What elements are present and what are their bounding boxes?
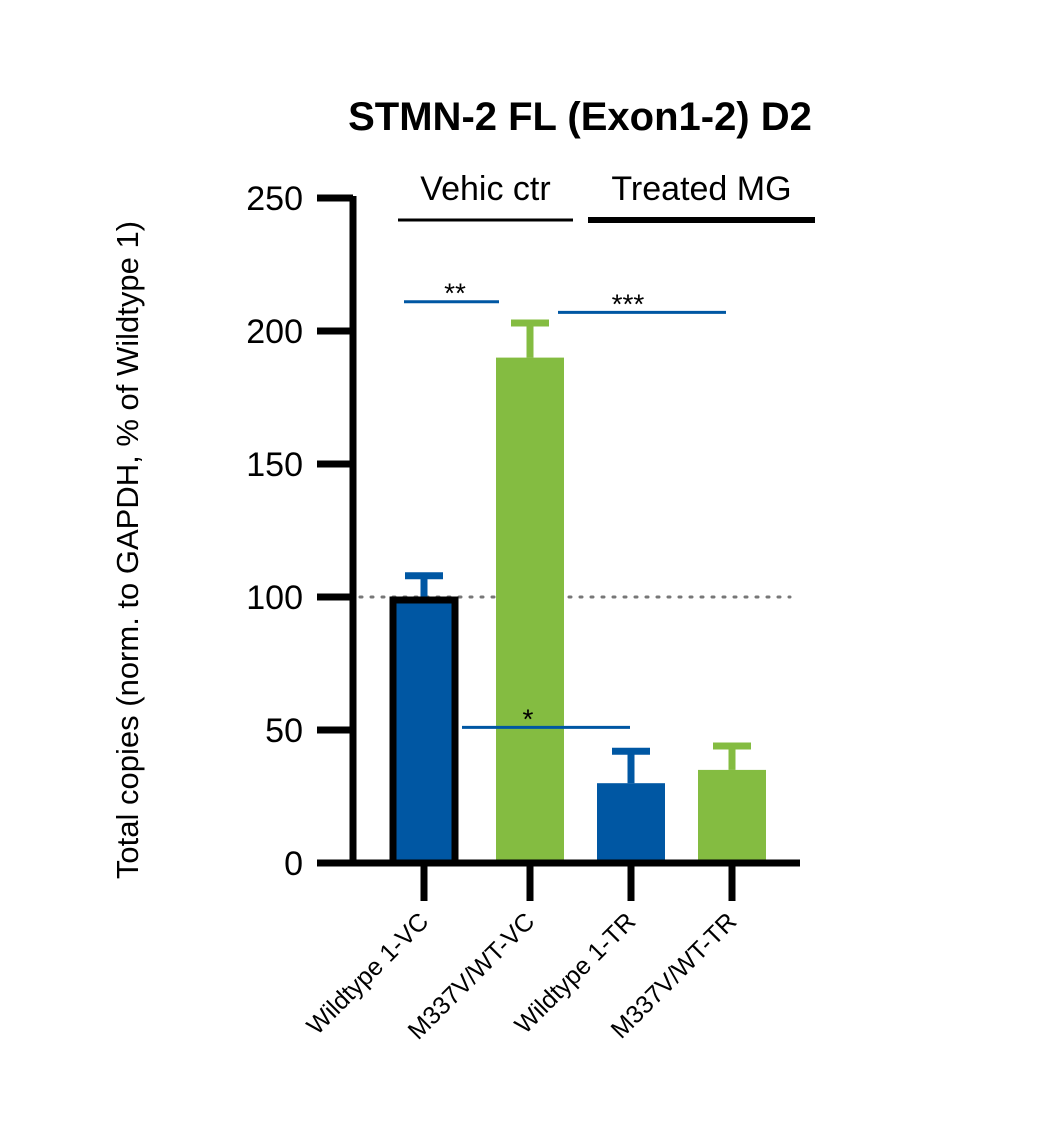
group-label-0: Vehic ctr [420,170,550,208]
significance-label-0: ** [444,278,466,309]
significance-label-1: *** [612,288,645,319]
bar-2 [597,783,665,863]
y-tick-label-4: 200 [246,313,303,351]
y-tick-label-0: 0 [284,845,303,883]
bar-1 [496,357,564,863]
y-axis-label: Total copies (norm. to GAPDH, % of Wildt… [110,221,145,879]
y-tick-label-3: 150 [246,446,303,484]
y-tick-label-2: 100 [246,579,303,617]
y-tick-label-5: 250 [246,180,303,218]
significance-label-2: * [523,703,534,734]
group-label-1: Treated MG [611,170,791,208]
bar-0 [389,596,459,867]
y-tick-label-1: 50 [265,712,303,750]
bar-3 [698,769,766,863]
chart-title: STMN-2 FL (Exon1-2) D2 [348,95,812,139]
